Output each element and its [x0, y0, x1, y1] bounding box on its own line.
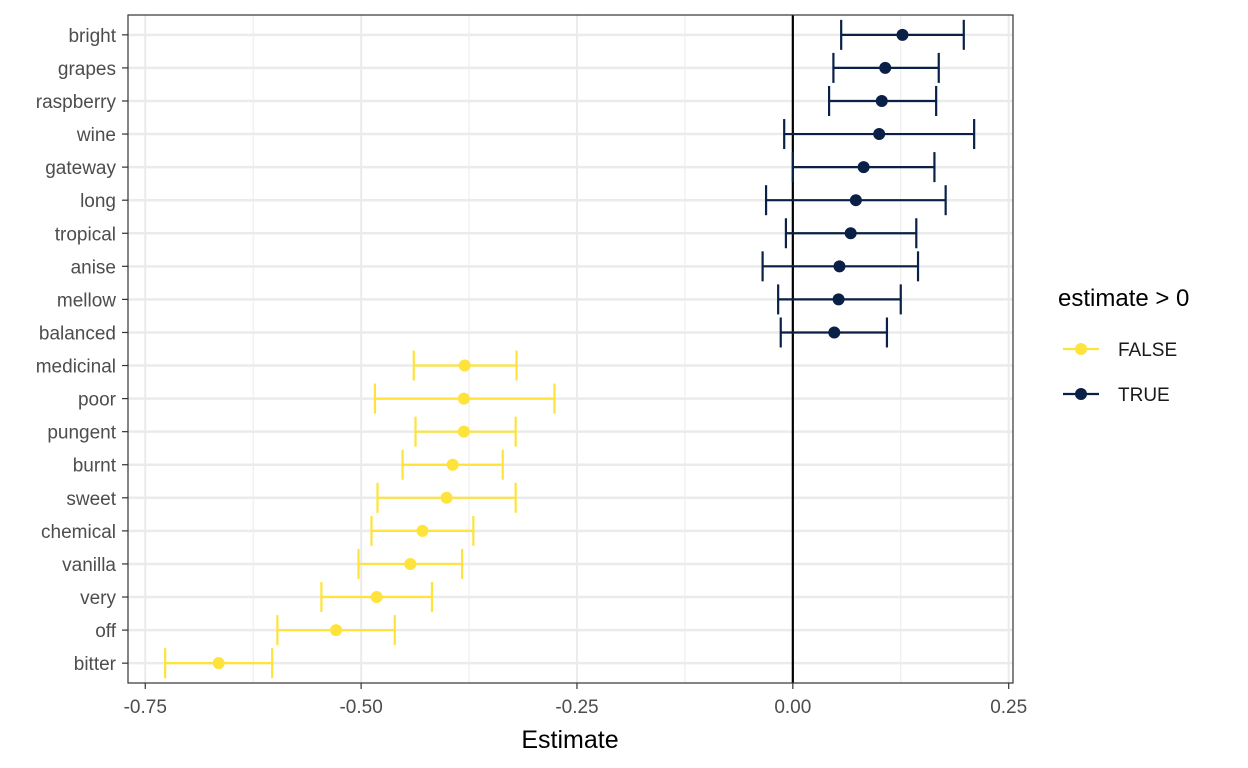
panel-border [127, 14, 1014, 684]
y-tick-label-mellow: mellow [57, 290, 116, 311]
y-tick-label-anise: anise [71, 257, 116, 278]
y-tick-label-chemical: chemical [41, 522, 116, 543]
point-grapes [879, 61, 892, 74]
legend-key-point-true [1075, 388, 1087, 400]
y-tick-label-wine: wine [76, 125, 116, 146]
y-tick-label-grapes: grapes [58, 59, 116, 80]
x-tick-label: -0.75 [124, 697, 167, 718]
minor-gridlines [252, 15, 902, 683]
x-tick-label: 0.00 [774, 697, 811, 718]
legend: estimate > 0 FALSE TRUE [1058, 285, 1189, 406]
point-poor [457, 392, 470, 405]
legend-title: estimate > 0 [1058, 285, 1189, 312]
point-vanilla [404, 557, 417, 570]
point-raspberry [875, 94, 888, 107]
point-bitter [212, 657, 225, 670]
point-burnt [446, 458, 459, 471]
point-tropical [844, 227, 857, 240]
y-tick-label-balanced: balanced [39, 323, 116, 344]
y-tick-label-vanilla: vanilla [62, 555, 116, 576]
legend-key-point-false [1075, 343, 1087, 355]
y-tick-label-poor: poor [78, 390, 117, 411]
legend-label-true: TRUE [1118, 385, 1170, 406]
point-sweet [440, 491, 453, 504]
legend-label-false: FALSE [1118, 340, 1177, 361]
point-off [330, 624, 343, 637]
y-tick-label-tropical: tropical [55, 224, 116, 245]
y-tick-label-very: very [80, 588, 116, 609]
point-very [370, 591, 383, 604]
y-tick-label-raspberry: raspberry [36, 92, 117, 113]
x-tick-label: -0.50 [339, 697, 382, 718]
y-tick-label-bitter: bitter [74, 654, 117, 675]
x-axis-title: Estimate [521, 726, 618, 754]
x-tick-label: 0.25 [990, 697, 1027, 718]
point-medicinal [458, 359, 471, 372]
point-pungent [457, 425, 470, 438]
y-tick-label-long: long [80, 191, 116, 212]
point-wine [873, 128, 886, 141]
point-anise [833, 260, 846, 273]
point-balanced [828, 326, 841, 339]
y-tick-label-sweet: sweet [66, 489, 116, 510]
y-tick-label-bright: bright [68, 26, 116, 47]
axes: bright grapes raspberry wine gateway long trop… [36, 14, 1027, 718]
point-gateway [857, 161, 870, 174]
y-tick-label-gateway: gateway [45, 158, 116, 179]
y-tick-label-burnt: burnt [73, 456, 117, 477]
point-bright [896, 28, 909, 41]
x-tick-label: -0.25 [555, 697, 598, 718]
y-tick-label-pungent: pungent [47, 423, 116, 444]
point-chemical [416, 524, 429, 537]
chart-marks [164, 15, 976, 683]
point-long [849, 194, 862, 207]
y-tick-label-medicinal: medicinal [36, 357, 116, 378]
y-tick-label-off: off [95, 621, 117, 642]
point-mellow [832, 293, 845, 306]
